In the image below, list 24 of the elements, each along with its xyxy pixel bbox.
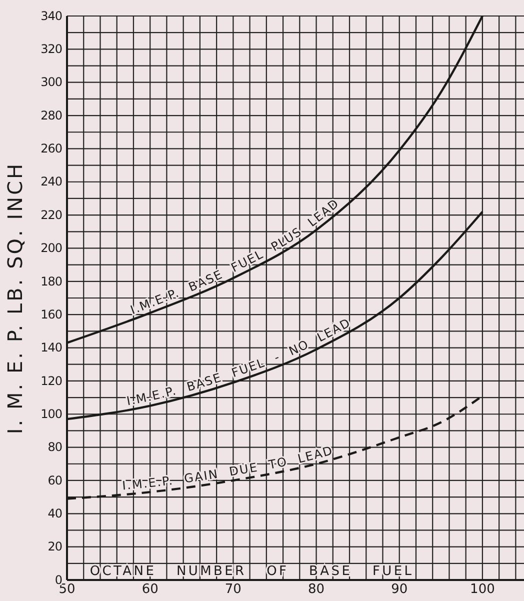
y-tick-label: 320	[40, 42, 62, 56]
x-tick-label: 90	[391, 582, 408, 598]
y-axis-title: I. M. E. P. LB. SQ. INCH	[3, 162, 27, 434]
y-tick-label: 120	[40, 374, 62, 388]
y-tick-label: 160	[40, 307, 62, 322]
y-tick-label: 340	[40, 8, 62, 23]
y-tick-label: 100	[40, 406, 62, 421]
x-tick-label: 70	[224, 582, 242, 598]
y-tick-label: 140	[40, 340, 62, 355]
x-tick-label: 50	[58, 582, 76, 598]
y-tick-label: 60	[48, 473, 62, 488]
y-tick-label: 280	[40, 108, 62, 122]
y-tick-label: 180	[40, 274, 62, 288]
x-tick-label: 80	[308, 582, 325, 598]
x-tick-label: 100	[470, 582, 495, 598]
y-tick-label: 80	[48, 440, 62, 454]
y-tick-label: 260	[40, 142, 62, 156]
y-tick-label: 300	[40, 75, 62, 90]
y-tick-label: 220	[40, 208, 62, 222]
y-tick-label: 200	[40, 241, 62, 256]
x-tick-label: 60	[142, 582, 158, 598]
y-tick-label: 40	[48, 506, 62, 520]
y-tick-label: 20	[48, 540, 62, 554]
y-tick-label: 240	[40, 174, 62, 189]
